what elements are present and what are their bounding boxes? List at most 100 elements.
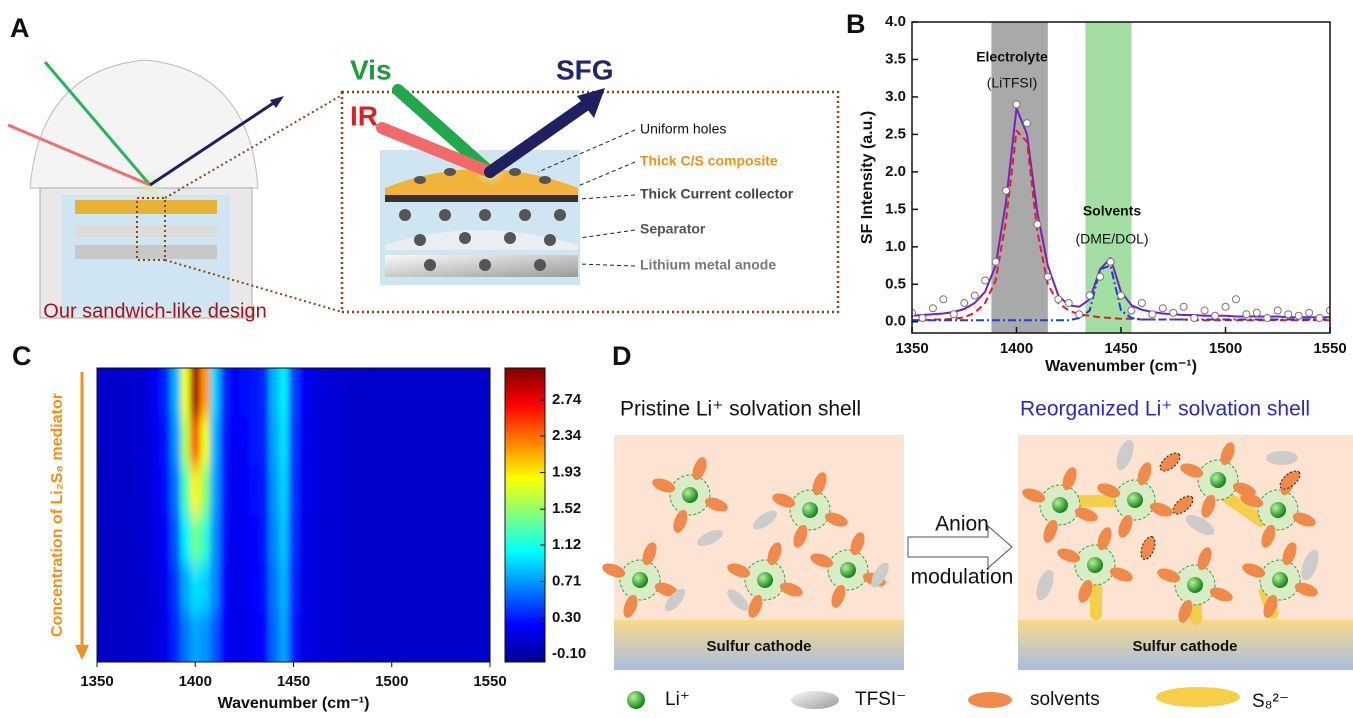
cell: [268, 564, 280, 614]
cell: [219, 417, 231, 467]
cell: [97, 368, 103, 418]
cell: [259, 613, 270, 662]
cell: [278, 515, 290, 565]
plot: [912, 100, 1330, 323]
y-tick-label: 3.0: [885, 88, 906, 105]
cell: [475, 368, 486, 418]
cell: [131, 564, 142, 614]
cell: [347, 368, 358, 418]
cell: [455, 466, 466, 516]
data-point: [1326, 306, 1330, 315]
composite: [75, 200, 217, 214]
panel-title: Pristine Li⁺ solvation shell: [620, 398, 861, 421]
cell: [121, 466, 132, 516]
cell: [347, 466, 358, 516]
cell: [426, 368, 437, 418]
cell: [229, 417, 240, 467]
cell: [435, 466, 447, 516]
data-point: [1012, 100, 1021, 109]
cell: [249, 368, 260, 418]
cell: [151, 564, 162, 614]
cell: [219, 466, 231, 516]
cell: [268, 466, 280, 516]
cell: [111, 613, 123, 662]
cell: [219, 515, 231, 565]
collector: [385, 195, 578, 202]
cell: [337, 564, 349, 614]
cell: [160, 368, 172, 418]
cell: [97, 564, 103, 614]
cell: [288, 515, 299, 565]
data-point: [1221, 302, 1230, 311]
data-point: [1263, 314, 1272, 323]
data-point: [1305, 308, 1314, 317]
cathode: [614, 620, 904, 670]
cell: [229, 466, 240, 516]
cell: [485, 417, 490, 467]
cell: [101, 466, 113, 516]
cell: [180, 466, 191, 516]
beam-label: IR: [350, 100, 378, 131]
x-tick-label: 1400: [179, 673, 212, 690]
legend-swatch: [1156, 687, 1240, 707]
cell: [367, 515, 378, 565]
cell: [268, 417, 280, 467]
cell: [170, 564, 182, 614]
cell: [416, 564, 427, 614]
data-point: [1117, 291, 1125, 300]
cell: [327, 613, 339, 662]
cell: [141, 515, 152, 565]
annotation: (DME/DOL): [1075, 231, 1148, 247]
cell: [337, 515, 349, 565]
legend-swatch: [968, 692, 1012, 708]
cell: [268, 515, 280, 565]
data-point: [1273, 306, 1282, 315]
cell: [396, 417, 407, 467]
legend-swatch: [791, 691, 839, 709]
cell: [347, 515, 358, 565]
y-tick-label: 4.0: [885, 13, 906, 30]
x-tick-label: 1550: [473, 673, 506, 690]
cell: [416, 368, 427, 418]
data-point: [1231, 295, 1240, 304]
cell: [396, 613, 407, 662]
cell: [465, 564, 476, 614]
data-point: [1064, 299, 1073, 308]
cell: [249, 417, 260, 467]
cell: [278, 564, 290, 614]
data-point: [1075, 310, 1084, 319]
colorbar-label: -0.10: [552, 645, 586, 662]
cell: [180, 417, 191, 467]
cell: [209, 417, 221, 467]
separator: [75, 225, 217, 237]
cell: [97, 613, 103, 662]
x-tick-label: 1350: [895, 340, 928, 357]
zoom-line: [164, 94, 343, 199]
band: [1085, 22, 1132, 333]
heatmap-clip: [97, 368, 490, 662]
cell: [386, 368, 398, 418]
legend-label: Li⁺: [665, 689, 690, 710]
cell: [357, 515, 368, 565]
cell: [377, 613, 388, 662]
arrow-label: modulation: [911, 566, 1014, 589]
caption: Our sandwich-like design: [43, 300, 266, 322]
y-tick-label: 0.5: [885, 275, 906, 292]
cell: [160, 466, 172, 516]
cell: [485, 515, 490, 565]
cell: [200, 368, 211, 418]
cell: [435, 368, 447, 418]
cell: [268, 613, 280, 662]
cathode-label: Sulfur cathode: [706, 638, 811, 655]
colorbar-label: 1.52: [552, 500, 581, 517]
cell: [111, 466, 123, 516]
cell: [229, 515, 240, 565]
cell: [200, 466, 211, 516]
x-tick-label: 1550: [1313, 340, 1346, 357]
cell: [406, 417, 417, 467]
cell: [288, 466, 299, 516]
data-point: [1315, 314, 1324, 323]
data-point: [912, 308, 916, 317]
cell: [249, 515, 260, 565]
cell: [465, 613, 476, 662]
